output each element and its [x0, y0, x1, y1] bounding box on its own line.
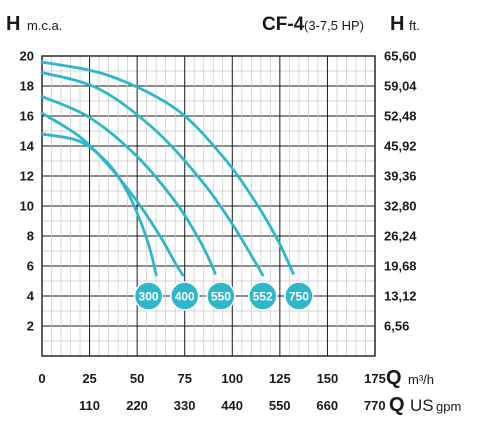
y-tick-labels-secondary: 6,56 13,12 19,68 26,24 32,80 39,36 45,92 52,48 5… [384, 49, 417, 334]
badge-label-400: 400 [175, 290, 195, 304]
x-tick-label: 175 [364, 371, 386, 386]
plot-frame [41, 55, 376, 357]
badge-label-550: 550 [211, 290, 231, 304]
badge-400 [169, 281, 200, 311]
y-tick-label-ft: 59,04 [384, 79, 417, 94]
x-tick-labels: 0 25 50 75 100 125 150 175 [38, 371, 385, 386]
plot-grid [41, 55, 376, 357]
y-tick-label-ft: 65,60 [384, 49, 417, 64]
badge-label-750: 750 [289, 290, 309, 304]
x-tick-label-gpm: 220 [126, 398, 148, 413]
badge-label-300: 300 [139, 290, 159, 304]
y-tick-label: 14 [20, 139, 35, 154]
flow-unit-us-suffix: gpm [436, 399, 461, 414]
power-rating: (3-7,5 HP) [304, 18, 364, 33]
y-tick-label-ft: 19,68 [384, 259, 417, 274]
right-axis-symbol: H [390, 13, 404, 35]
left-axis-unit: m.c.a. [27, 18, 62, 33]
x-tick-label-gpm: 110 [79, 398, 100, 413]
y-tick-label: 6 [27, 259, 34, 274]
curve-552 [40, 71, 265, 277]
y-tick-labels: 2 4 6 8 10 12 14 16 18 20 [20, 49, 35, 334]
y-tick-label: 10 [20, 199, 34, 214]
right-axis-unit: ft. [409, 18, 420, 33]
y-tick-label-ft: 52,48 [384, 109, 417, 124]
x-tick-label: 50 [130, 371, 144, 386]
flow-unit-us-prefix: US [410, 396, 434, 415]
y-tick-label-ft: 6,56 [384, 319, 409, 334]
curve-400 [40, 111, 185, 277]
curve-550 [40, 95, 217, 275]
y-tick-label: 4 [27, 289, 35, 304]
x-tick-label-gpm: 440 [221, 398, 243, 413]
y-tick-label-ft: 39,36 [384, 169, 417, 184]
flow-symbol: Q [386, 367, 402, 389]
badge-550 [206, 281, 236, 311]
x-tick-label-gpm: 660 [316, 398, 338, 413]
x-tick-label: 0 [38, 371, 45, 386]
flow-symbol-us: Q [389, 394, 405, 416]
y-tick-label: 2 [27, 319, 34, 334]
curve-300 [40, 132, 158, 277]
y-tick-label-ft: 26,24 [384, 229, 417, 244]
y-tick-label-ft: 45,92 [384, 139, 417, 154]
left-axis-symbol: H [6, 13, 20, 35]
x-tick-label-gpm: 550 [269, 398, 291, 413]
x-tick-label: 75 [177, 371, 191, 386]
badge-552 [247, 281, 278, 311]
badge-300 [133, 281, 164, 311]
x-tick-label: 25 [82, 371, 96, 386]
y-tick-label: 8 [27, 229, 34, 244]
x-tick-label-gpm: 770 [364, 398, 386, 413]
x-tick-label: 150 [317, 371, 339, 386]
y-tick-label: 16 [20, 109, 34, 124]
x-tick-label: 100 [221, 371, 243, 386]
x-tick-labels-secondary: 110 220 330 440 550 660 770 [79, 398, 386, 413]
x-tick-label-gpm: 330 [174, 398, 196, 413]
y-tick-label-ft: 13,12 [384, 289, 417, 304]
badge-layer: 300 400 550 552 750 [133, 281, 314, 311]
y-tick-label: 18 [20, 79, 34, 94]
badge-label-552: 552 [253, 290, 273, 304]
badge-750 [284, 281, 314, 311]
x-tick-label: 125 [269, 371, 291, 386]
model-name: CF-4 [262, 14, 305, 35]
y-tick-label-ft: 32,80 [384, 199, 417, 214]
y-tick-label: 20 [20, 49, 34, 64]
curve-750 [40, 60, 295, 275]
y-tick-label: 12 [20, 169, 34, 184]
curve-layer [40, 60, 295, 277]
flow-unit: m³/h [408, 372, 434, 387]
